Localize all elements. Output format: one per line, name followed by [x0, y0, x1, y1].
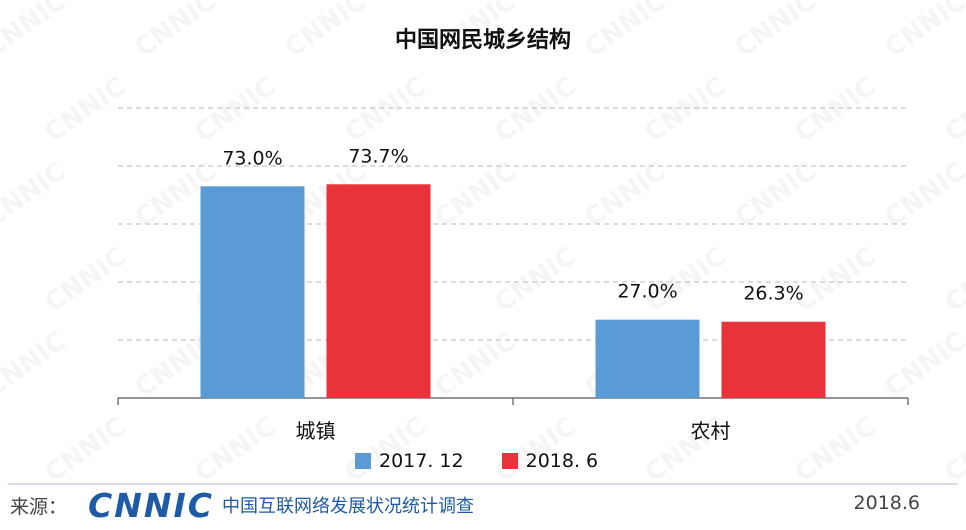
footer-divider	[8, 483, 958, 485]
legend-swatch-2017-12	[355, 453, 371, 469]
bar-series-b	[326, 184, 431, 398]
legend-label-2018-6: 2018. 6	[525, 450, 599, 472]
data-label: 73.0%	[222, 147, 282, 169]
source-date: 2018.6	[853, 492, 920, 514]
source-org-name: 中国互联网络发展状况统计调查	[222, 496, 474, 517]
data-label: 27.0%	[617, 281, 677, 303]
legend-swatch-2018-6	[501, 453, 518, 469]
legend-item-2018-6: 2018. 6	[501, 450, 599, 472]
bar-series-b	[721, 321, 826, 398]
cnnic-logo: CNNIC	[88, 486, 214, 525]
source-label: 来源：	[10, 496, 68, 518]
legend-item-2017-12: 2017. 12	[355, 450, 464, 472]
bar-series-a	[200, 186, 305, 398]
footer-bar: 来源： CNNIC 中国互联网络发展状况统计调查 2018.6	[0, 483, 966, 530]
chart-title: 中国网民城乡结构	[394, 28, 571, 53]
data-label: 73.7%	[348, 145, 408, 167]
data-label: 26.3%	[743, 283, 803, 305]
legend-label-2017-12: 2017. 12	[379, 450, 464, 472]
category-label: 农村	[691, 419, 731, 443]
bar-series-a	[595, 319, 700, 398]
category-label: 城镇	[296, 419, 336, 443]
bar-chart: 73.0% 73.7% 城镇 27.0% 26.3% 农村	[117, 107, 909, 443]
chart-legend: 2017. 12 2018. 6	[355, 450, 636, 472]
